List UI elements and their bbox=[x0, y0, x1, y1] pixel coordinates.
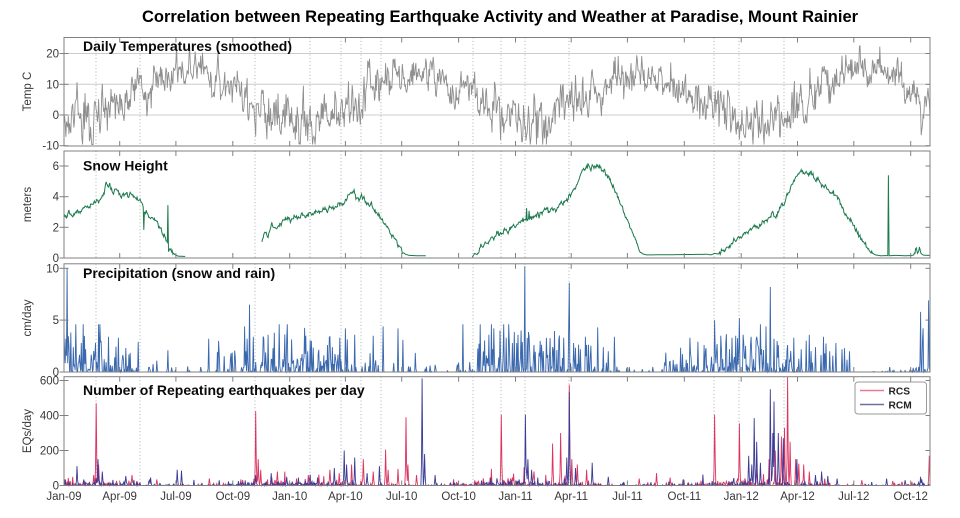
svg-text:0: 0 bbox=[53, 367, 59, 379]
svg-text:200: 200 bbox=[40, 446, 59, 458]
svg-text:Daily Temperatures (smoothed): Daily Temperatures (smoothed) bbox=[83, 38, 292, 54]
svg-text:Correlation between Repeating: Correlation between Repeating Earthquake… bbox=[142, 8, 859, 26]
svg-text:Oct-12: Oct-12 bbox=[893, 491, 928, 503]
svg-text:Precipitation (snow and rain): Precipitation (snow and rain) bbox=[83, 265, 275, 281]
svg-text:Apr-10: Apr-10 bbox=[328, 491, 363, 503]
svg-text:Jul-10: Jul-10 bbox=[386, 491, 417, 503]
svg-text:5: 5 bbox=[53, 315, 59, 327]
svg-text:Apr-11: Apr-11 bbox=[554, 491, 588, 503]
svg-text:20: 20 bbox=[46, 49, 59, 61]
svg-text:0: 0 bbox=[53, 110, 59, 122]
svg-text:meters: meters bbox=[22, 187, 34, 222]
svg-text:400: 400 bbox=[40, 411, 59, 423]
svg-text:600: 600 bbox=[40, 376, 59, 388]
svg-text:-10: -10 bbox=[42, 141, 59, 153]
svg-text:2: 2 bbox=[53, 222, 59, 234]
svg-text:Oct-09: Oct-09 bbox=[216, 491, 251, 503]
svg-text:Snow Height: Snow Height bbox=[83, 158, 168, 174]
svg-text:Jan-12: Jan-12 bbox=[724, 491, 759, 503]
svg-text:Apr-09: Apr-09 bbox=[102, 491, 137, 503]
svg-text:Temp C: Temp C bbox=[22, 72, 34, 112]
svg-text:Jul-11: Jul-11 bbox=[612, 491, 642, 503]
svg-text:Jan-09: Jan-09 bbox=[46, 491, 81, 503]
svg-text:Jan-11: Jan-11 bbox=[498, 491, 532, 503]
svg-text:Number of Repeating earthquake: Number of Repeating earthquakes per day bbox=[83, 382, 365, 398]
svg-text:0: 0 bbox=[53, 253, 59, 265]
svg-text:Jan-10: Jan-10 bbox=[272, 491, 307, 503]
svg-text:cm/day: cm/day bbox=[22, 299, 34, 336]
svg-text:RCM: RCM bbox=[889, 401, 912, 412]
svg-text:Apr-12: Apr-12 bbox=[780, 491, 815, 503]
svg-text:4: 4 bbox=[53, 192, 60, 204]
svg-text:Jul-12: Jul-12 bbox=[838, 491, 869, 503]
svg-text:Oct-11: Oct-11 bbox=[668, 491, 702, 503]
svg-text:RCS: RCS bbox=[889, 387, 911, 398]
svg-text:Jul-09: Jul-09 bbox=[160, 491, 191, 503]
svg-text:0: 0 bbox=[53, 481, 59, 493]
svg-text:10: 10 bbox=[46, 79, 59, 91]
svg-text:6: 6 bbox=[53, 161, 59, 173]
svg-text:EQs/day: EQs/day bbox=[22, 409, 34, 453]
svg-text:Oct-10: Oct-10 bbox=[441, 491, 476, 503]
svg-text:10: 10 bbox=[46, 263, 59, 275]
